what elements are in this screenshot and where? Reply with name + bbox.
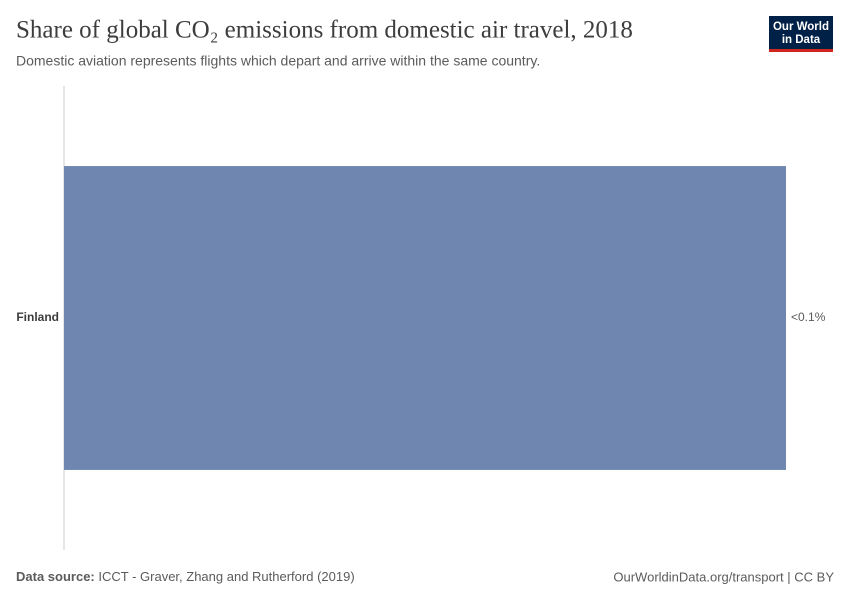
logo[interactable]: Our World in Data: [769, 16, 833, 52]
chart-subtitle: Domestic aviation represents flights whi…: [16, 53, 540, 69]
source: Data source: ICCT - Graver, Zhang and Ru…: [16, 569, 355, 584]
footer-link[interactable]: OurWorldinData.org/transport | CC BY: [613, 569, 834, 584]
value-label: <0.1%: [791, 310, 826, 324]
source-label: Data source:: [16, 569, 95, 584]
logo-line: in Data: [782, 34, 821, 46]
category-label: Finland: [16, 310, 59, 324]
logo-line: Our World: [773, 21, 829, 33]
logo-stripe: [769, 49, 833, 52]
chart-title: Share of global CO₂ emissions from domes…: [16, 17, 633, 44]
logo-box: [769, 16, 833, 49]
source-text: ICCT - Graver, Zhang and Rutherford (201…: [98, 569, 354, 584]
bar: [64, 166, 786, 470]
